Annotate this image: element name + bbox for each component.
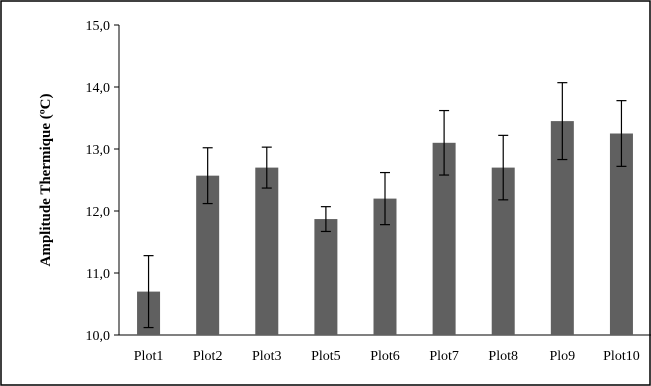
bar-plot10 [609,133,633,335]
bar-plot2 [196,175,220,335]
bar-plot8 [491,167,515,335]
bars [137,121,633,335]
bar-plo9 [550,121,574,335]
y-tick-label: 10,0 [86,329,111,344]
error-bars [143,82,627,329]
x-tick-label-plo9: Plo9 [549,349,575,364]
x-tick-label-plot10: Plot10 [603,349,640,364]
y-tick-label: 15,0 [86,19,111,34]
y-tick-label: 11,0 [86,267,110,282]
x-tick-label-plot8: Plot8 [488,349,518,364]
bar-plot5 [314,219,338,335]
y-tick-label: 13,0 [86,143,111,158]
x-tick-label-plot7: Plot7 [429,349,459,364]
y-axis-label: Amplitude Thermique (ºC) [38,93,54,266]
x-tick-label-plot5: Plot5 [311,349,341,364]
bar-plot7 [432,142,456,335]
bar-plot3 [255,167,279,335]
bar-plot6 [373,198,397,335]
x-tick-labels: Plot1 Plot2 Plot3 Plot5 Plot6 Plot7 Plot8 Plo9 P… [134,349,640,364]
x-tick-label-plot1: Plot1 [134,349,164,364]
y-tick-label: 12,0 [86,205,111,220]
x-tick-label-plot6: Plot6 [370,349,400,364]
x-tick-label-plot3: Plot3 [252,349,282,364]
x-tick-label-plot2: Plot2 [193,349,223,364]
y-ticks: 10,0 11,0 12,0 13,0 14,0 15,0 [86,19,119,344]
y-tick-label: 14,0 [86,81,111,96]
